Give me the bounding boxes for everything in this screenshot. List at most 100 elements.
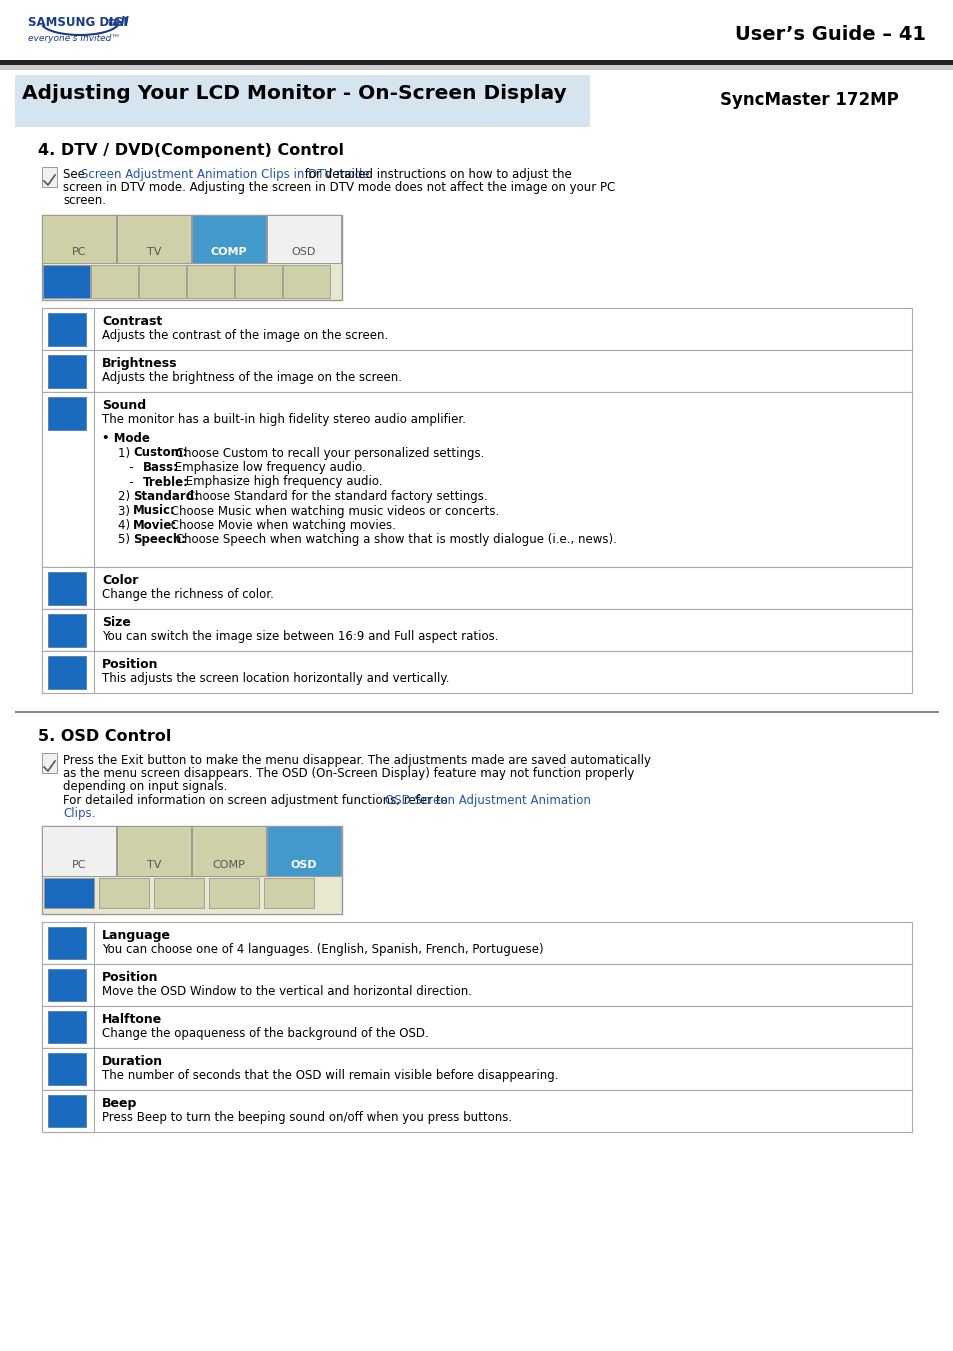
Bar: [48, 571, 86, 605]
Bar: [48, 657, 86, 689]
Text: SAMSUNG DIGI: SAMSUNG DIGI: [28, 16, 128, 28]
Bar: [48, 313, 86, 346]
Bar: [0, 59, 953, 65]
Text: 4. DTV / DVD(Component) Control: 4. DTV / DVD(Component) Control: [38, 143, 344, 158]
Text: Choose Movie when watching movies.: Choose Movie when watching movies.: [167, 519, 395, 532]
Bar: [15, 76, 589, 127]
Text: tall: tall: [108, 16, 130, 28]
Bar: [99, 878, 149, 908]
Text: 5): 5): [118, 534, 133, 547]
Bar: [42, 753, 57, 773]
Bar: [42, 1090, 911, 1132]
Bar: [283, 265, 330, 299]
Text: Treble:: Treble:: [143, 476, 189, 489]
Bar: [117, 825, 191, 875]
Bar: [91, 265, 138, 299]
Text: 5. OSD Control: 5. OSD Control: [38, 730, 172, 744]
Text: For detailed information on screen adjustment functions, refer to: For detailed information on screen adjus…: [63, 794, 451, 807]
Text: See: See: [63, 168, 89, 181]
Bar: [42, 609, 94, 651]
Text: Language: Language: [102, 929, 171, 942]
Bar: [42, 965, 911, 1006]
Text: This adjusts the screen location horizontally and vertically.: This adjusts the screen location horizon…: [102, 671, 449, 685]
Bar: [42, 567, 94, 609]
Bar: [48, 1096, 86, 1127]
Text: Sound: Sound: [102, 399, 146, 412]
Bar: [42, 308, 94, 350]
Text: everyone's Invited™: everyone's Invited™: [28, 34, 120, 43]
Bar: [0, 65, 953, 70]
Text: Emphasize low frequency audio.: Emphasize low frequency audio.: [171, 461, 365, 474]
Bar: [234, 265, 282, 299]
Bar: [42, 392, 911, 567]
Bar: [42, 965, 94, 1006]
Bar: [139, 265, 186, 299]
Bar: [42, 567, 911, 609]
Text: Press Beep to turn the beeping sound on/off when you press buttons.: Press Beep to turn the beeping sound on/…: [102, 1111, 512, 1124]
Bar: [192, 825, 266, 875]
Bar: [48, 355, 86, 388]
Bar: [42, 350, 94, 392]
Text: depending on input signals.: depending on input signals.: [63, 780, 227, 793]
Text: Size: Size: [102, 616, 131, 630]
Text: as the menu screen disappears. The OSD (On-Screen Display) feature may not funct: as the menu screen disappears. The OSD (…: [63, 767, 634, 780]
Bar: [42, 350, 911, 392]
Text: Contrast: Contrast: [102, 315, 162, 328]
Text: Adjusting Your LCD Monitor - On-Screen Display: Adjusting Your LCD Monitor - On-Screen D…: [22, 84, 566, 103]
Text: • Mode: • Mode: [102, 432, 150, 444]
Bar: [42, 825, 116, 875]
Bar: [48, 969, 86, 1001]
Bar: [42, 308, 911, 350]
Bar: [42, 825, 341, 915]
Text: You can choose one of 4 languages. (English, Spanish, French, Portuguese): You can choose one of 4 languages. (Engl…: [102, 943, 543, 957]
Bar: [44, 878, 94, 908]
Bar: [42, 392, 94, 567]
Text: Change the opaqueness of the background of the OSD.: Change the opaqueness of the background …: [102, 1027, 428, 1040]
Bar: [187, 265, 233, 299]
Text: Change the richness of color.: Change the richness of color.: [102, 588, 274, 601]
Text: Move the OSD Window to the vertical and horizontal direction.: Move the OSD Window to the vertical and …: [102, 985, 472, 998]
Bar: [267, 215, 340, 263]
Text: 2): 2): [118, 490, 133, 503]
Bar: [42, 921, 94, 965]
Text: for detailed instructions on how to adjust the: for detailed instructions on how to adju…: [300, 168, 571, 181]
Text: User’s Guide – 41: User’s Guide – 41: [734, 26, 925, 45]
Text: Adjusts the brightness of the image on the screen.: Adjusts the brightness of the image on t…: [102, 372, 401, 384]
Text: Choose Speech when watching a show that is mostly dialogue (i.e., news).: Choose Speech when watching a show that …: [172, 534, 617, 547]
Bar: [42, 1006, 94, 1048]
Text: -: -: [118, 476, 137, 489]
Text: Clips.: Clips.: [63, 807, 95, 820]
Text: Beep: Beep: [102, 1097, 137, 1111]
Text: Standard:: Standard:: [132, 490, 199, 503]
Text: Choose Music when watching music videos or concerts.: Choose Music when watching music videos …: [167, 504, 498, 517]
Text: Halftone: Halftone: [102, 1013, 162, 1025]
Text: Adjusts the contrast of the image on the screen.: Adjusts the contrast of the image on the…: [102, 330, 388, 342]
Bar: [48, 613, 86, 647]
Bar: [264, 878, 314, 908]
Bar: [153, 878, 204, 908]
Bar: [42, 921, 911, 965]
Text: TV: TV: [147, 861, 161, 870]
Text: Choose Custom to recall your personalized settings.: Choose Custom to recall your personalize…: [172, 446, 484, 459]
Text: The number of seconds that the OSD will remain visible before disappearing.: The number of seconds that the OSD will …: [102, 1069, 558, 1082]
Text: Position: Position: [102, 658, 158, 671]
Bar: [117, 215, 191, 263]
Text: Choose Standard for the standard factory settings.: Choose Standard for the standard factory…: [183, 490, 488, 503]
Bar: [48, 1011, 86, 1043]
Text: TV: TV: [147, 247, 161, 257]
Bar: [48, 927, 86, 959]
Text: screen.: screen.: [63, 195, 106, 207]
Text: Emphasize high frequency audio.: Emphasize high frequency audio.: [182, 476, 382, 489]
Bar: [192, 215, 266, 263]
Bar: [42, 168, 57, 186]
Text: Movie:: Movie:: [132, 519, 177, 532]
Bar: [42, 1006, 911, 1048]
Text: You can switch the image size between 16:9 and Full aspect ratios.: You can switch the image size between 16…: [102, 630, 498, 643]
Text: Music:: Music:: [132, 504, 175, 517]
Bar: [267, 825, 340, 875]
Bar: [42, 1048, 911, 1090]
Bar: [48, 1052, 86, 1085]
Text: 1): 1): [118, 446, 133, 459]
Bar: [42, 1048, 94, 1090]
Text: SyncMaster 172MP: SyncMaster 172MP: [720, 91, 898, 109]
